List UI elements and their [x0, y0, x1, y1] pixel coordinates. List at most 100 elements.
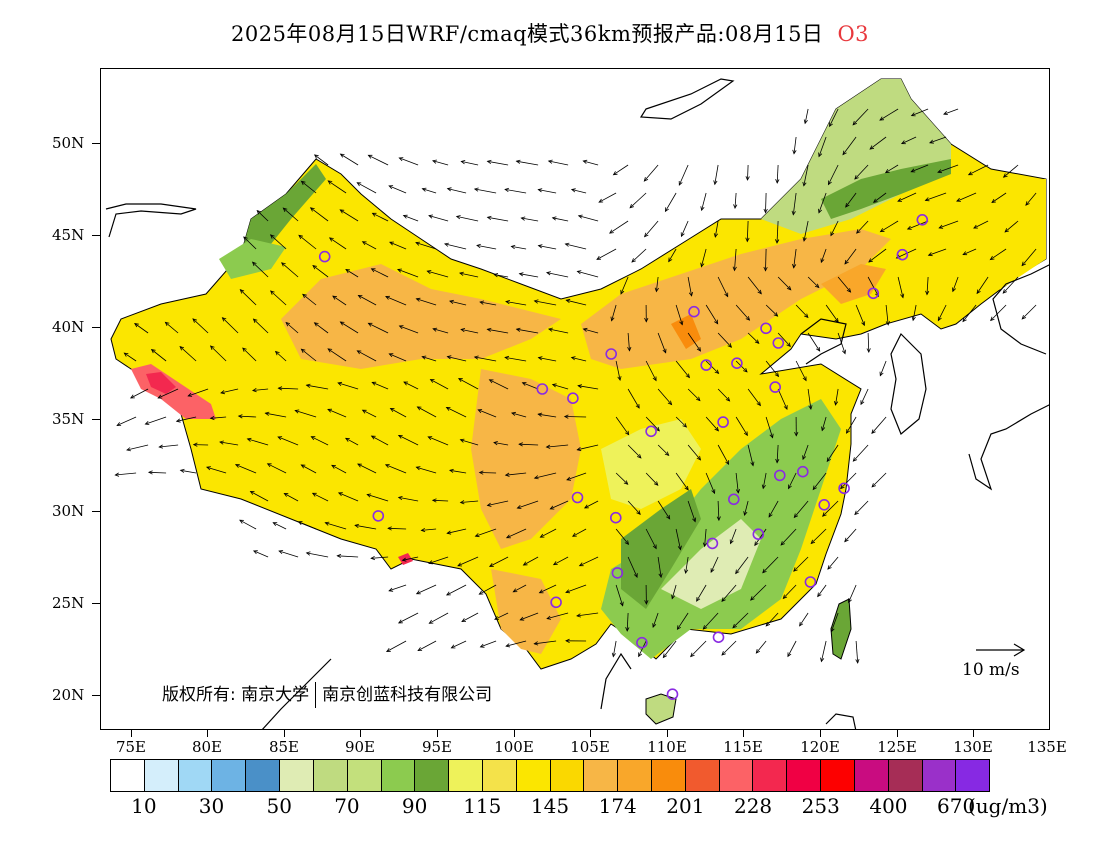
wind-vector	[312, 492, 329, 502]
lon-tick-100	[514, 730, 515, 737]
wind-vector	[732, 612, 749, 628]
wind-vector	[765, 416, 773, 438]
wind-vector	[687, 500, 696, 522]
wind-vector	[911, 164, 929, 173]
wind-vector	[856, 220, 869, 234]
colorbar-swatch	[381, 760, 416, 791]
wind-scale-arrow	[976, 643, 1026, 657]
wind-vector	[243, 236, 257, 250]
wind-vectors	[114, 108, 1037, 664]
wind-vector	[657, 388, 672, 405]
wind-vector-head	[910, 112, 916, 117]
wind-vector	[371, 435, 389, 446]
wind-vector	[371, 556, 389, 559]
wind-vector-head	[428, 619, 434, 624]
wind-vector	[854, 500, 869, 515]
indochina-coast	[600, 652, 632, 710]
wind-vector	[576, 612, 599, 617]
wind-vector	[721, 640, 737, 656]
colorbar-swatch	[111, 760, 145, 791]
wind-vector-head	[745, 316, 751, 321]
wind-vector	[747, 332, 760, 344]
wind-vector	[701, 192, 707, 211]
wind-vector	[937, 304, 947, 321]
coastlines	[105, 78, 1049, 729]
wind-vector-head	[577, 384, 583, 389]
wind-vector	[446, 407, 467, 418]
wind-vector	[768, 500, 779, 518]
wind-vector-head	[821, 426, 826, 432]
wind-vector	[301, 348, 317, 362]
wind-vector	[285, 322, 299, 334]
wind-vector	[793, 136, 797, 154]
wind-vector	[428, 556, 449, 564]
wind-vector-head	[816, 346, 821, 352]
wind-vector-head	[775, 179, 780, 184]
wind-vector	[848, 584, 857, 603]
wind-vector-head	[685, 373, 690, 379]
wind-vector-head	[504, 355, 510, 361]
wind-vector	[803, 164, 809, 186]
monitoring-site-marker	[571, 491, 584, 504]
wind-vector-head	[192, 442, 198, 447]
wind-vector	[615, 416, 630, 435]
wind-vector	[460, 500, 479, 503]
balkhash-outline	[105, 203, 197, 238]
wind-vector-head	[150, 348, 156, 354]
wind-vector	[828, 164, 839, 185]
wind-vector-head	[370, 435, 376, 440]
wind-vector	[795, 304, 809, 318]
wind-vector	[444, 243, 467, 250]
lat-tick-20	[92, 695, 100, 696]
wind-vector-head	[721, 597, 726, 603]
wind-vector	[717, 500, 720, 521]
wind-vector-head	[305, 551, 311, 556]
wind-vector	[793, 500, 809, 518]
lon-label-90e: 90E	[344, 738, 376, 756]
wind-vector-head	[537, 244, 543, 249]
wind-vector-head	[684, 485, 689, 491]
wind-vector-head	[545, 271, 551, 276]
wind-vector-head	[818, 152, 823, 158]
wind-vector	[668, 248, 677, 262]
wind-vector-head	[725, 396, 731, 402]
wind-vector-head	[710, 568, 715, 574]
colorbar-swatch	[685, 760, 720, 791]
wind-vector-head	[511, 411, 516, 416]
wind-vector	[386, 640, 407, 652]
wind-vector	[776, 444, 779, 463]
wind-vector-head	[123, 352, 129, 357]
wind-vector	[270, 290, 287, 306]
wind-vector	[534, 640, 557, 645]
ozone-northeast-yellow-east	[901, 179, 1046, 304]
wind-vector-head	[871, 429, 876, 434]
lon-tick-115	[743, 730, 744, 737]
wind-vector	[538, 357, 557, 362]
lon-label-95e: 95E	[421, 738, 453, 756]
wind-vector-head	[743, 511, 748, 516]
wind-vector	[710, 556, 719, 573]
colorbar-swatch	[280, 760, 314, 791]
wind-vector	[615, 360, 621, 381]
wind-vector	[239, 519, 257, 530]
wind-vector-head	[515, 327, 521, 332]
wind-vector	[519, 443, 539, 446]
wind-vector	[546, 272, 569, 278]
wind-vector-head	[842, 349, 846, 355]
wind-vector-head	[897, 197, 903, 202]
wind-vector-head	[242, 347, 247, 352]
wind-vector	[896, 248, 917, 259]
wind-vector	[151, 349, 167, 362]
wind-vector	[1021, 304, 1037, 320]
lon-tick-110	[667, 730, 668, 737]
wind-vector	[417, 640, 437, 651]
wind-vector-head	[830, 627, 835, 633]
wind-vector	[897, 192, 917, 202]
wind-vector-head	[158, 444, 164, 449]
wind-vector	[517, 500, 539, 509]
wind-vector-head	[366, 493, 372, 498]
wind-vector-head	[449, 299, 454, 305]
wind-vector	[459, 272, 479, 278]
wind-vector	[825, 304, 839, 323]
colorbar-label: 70	[334, 794, 360, 818]
